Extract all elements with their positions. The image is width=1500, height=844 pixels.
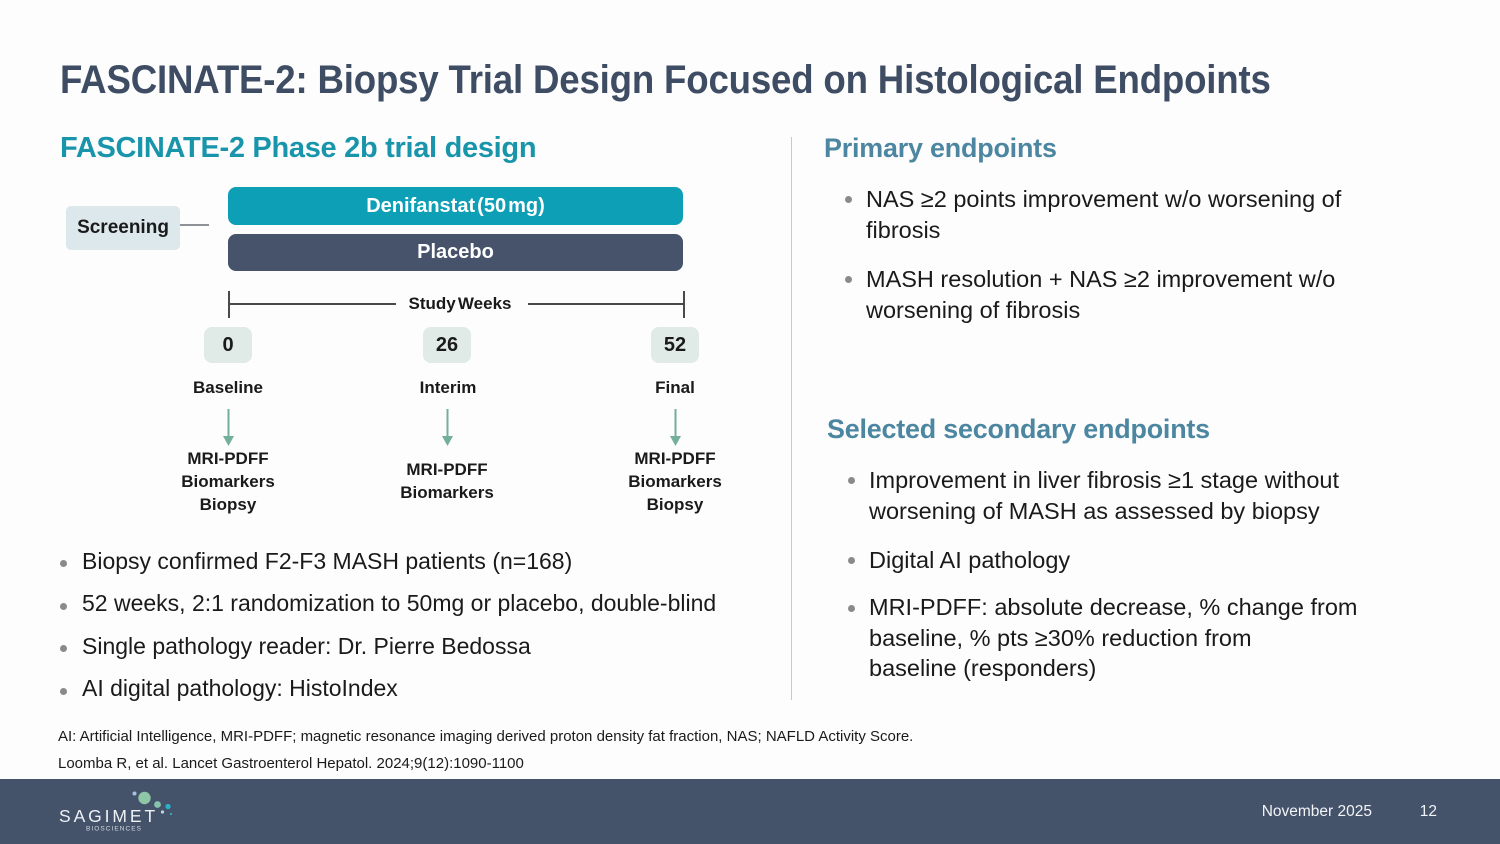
svg-text:SAGIMET: SAGIMET	[59, 806, 158, 826]
svg-text:BIOSCIENCES: BIOSCIENCES	[86, 826, 142, 833]
